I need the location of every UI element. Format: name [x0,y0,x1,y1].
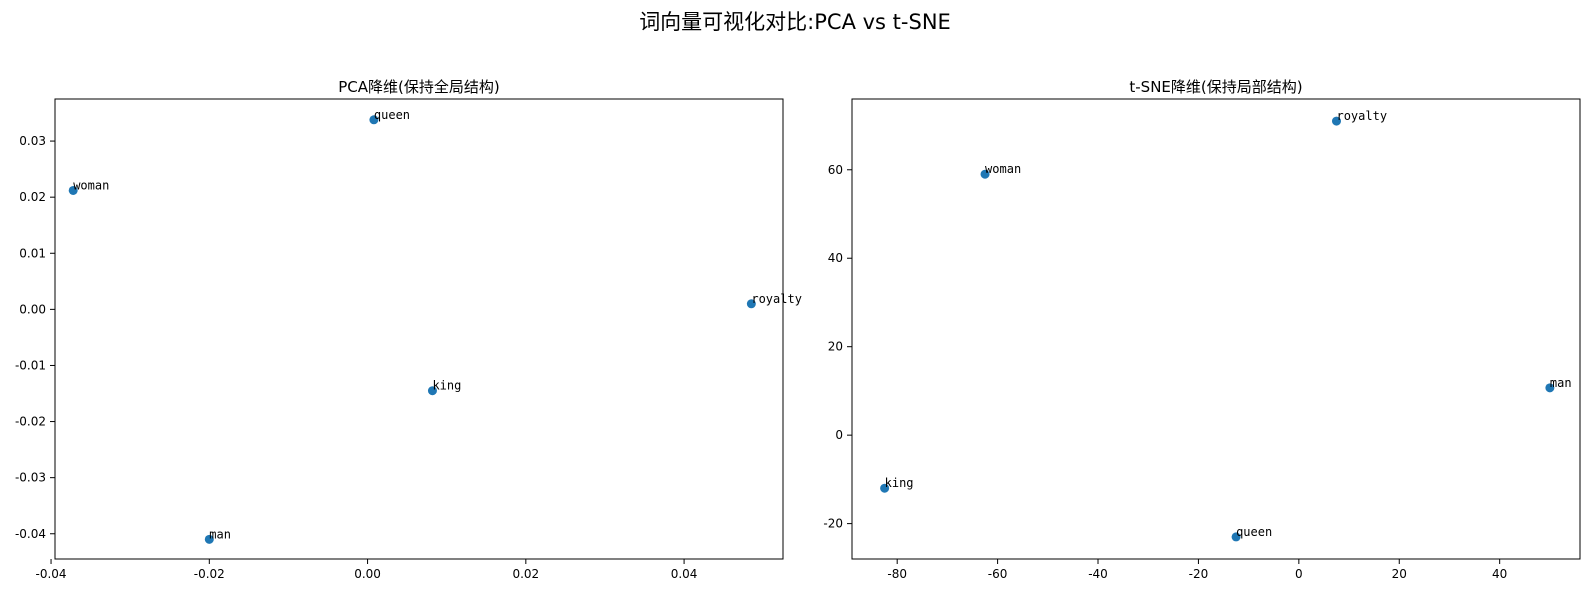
pca-xtick-label: 0.00 [354,567,381,581]
tsne-point-label-royalty: royalty [1336,109,1387,123]
tsne-ytick-label: 40 [828,251,843,265]
pca-xtick-label: -0.04 [36,567,67,581]
pca-point-queen [369,115,379,125]
pca-ytick-label: 0.02 [19,190,46,204]
tsne-title: t-SNE降维(保持局部结构) [1129,78,1302,96]
pca-point-label-royalty: royalty [751,292,802,306]
pca-xtick-label: 0.02 [512,567,539,581]
tsne-point-label-man: man [1550,376,1572,390]
pca-point-royalty [746,299,756,309]
pca-point-label-king: king [432,379,461,393]
tsne-ytick-label: -20 [823,517,843,531]
tsne-point-queen [1231,532,1241,542]
tsne-point-king [880,483,890,493]
pca-ytick-label: 0.01 [19,246,46,260]
tsne-xtick-label: 40 [1492,567,1507,581]
pca-ytick-label: 0.03 [19,134,46,148]
tsne-point-royalty [1331,116,1341,126]
pca-frame [54,98,784,560]
pca-point-man [204,534,214,544]
figure-title: 词向量可视化对比:PCA vs t-SNE [639,10,951,34]
tsne-point-label-woman: woman [985,162,1021,176]
tsne-ytick-label: 0 [835,428,843,442]
pca-xtick-label: 0.04 [671,567,698,581]
tsne-xtick-label: 20 [1392,567,1407,581]
tsne-xtick-label: 0 [1295,567,1303,581]
pca-title: PCA降维(保持全局结构) [338,78,500,96]
pca-ytick-label: -0.01 [15,358,46,372]
tsne-xtick-label: -80 [887,567,907,581]
pca-ytick-label: -0.04 [15,527,46,541]
tsne-xtick-label: -40 [1088,567,1108,581]
pca-point-label-woman: woman [73,178,109,192]
tsne-point-label-king: king [885,476,914,490]
tsne-point-woman [980,169,990,179]
pca-point-woman [68,185,78,195]
pca-ytick-label: 0.00 [19,302,46,316]
tsne-xtick-label: -20 [1189,567,1209,581]
pca-point-king [427,386,437,396]
tsne-ytick-label: 60 [828,163,843,177]
pca-point-label-queen: queen [374,108,410,122]
tsne-point-man [1545,383,1555,393]
tsne-frame [851,98,1581,560]
tsne-point-label-queen: queen [1236,525,1272,539]
pca-point-label-man: man [209,527,231,541]
pca-axes: PCA降维(保持全局结构) -0.04 -0.02 0.00 0.02 0.04 0.03 0… [15,78,802,581]
tsne-xtick-label: -60 [988,567,1008,581]
pca-ytick-label: -0.02 [15,415,46,429]
pca-xtick-label: -0.02 [194,567,225,581]
tsne-axes: t-SNE降维(保持局部结构) -80 -60 -40 -20 0 20 40 60 40 20 0 -… [823,78,1581,581]
tsne-ytick-label: 20 [828,340,843,354]
pca-ytick-label: -0.03 [15,471,46,485]
